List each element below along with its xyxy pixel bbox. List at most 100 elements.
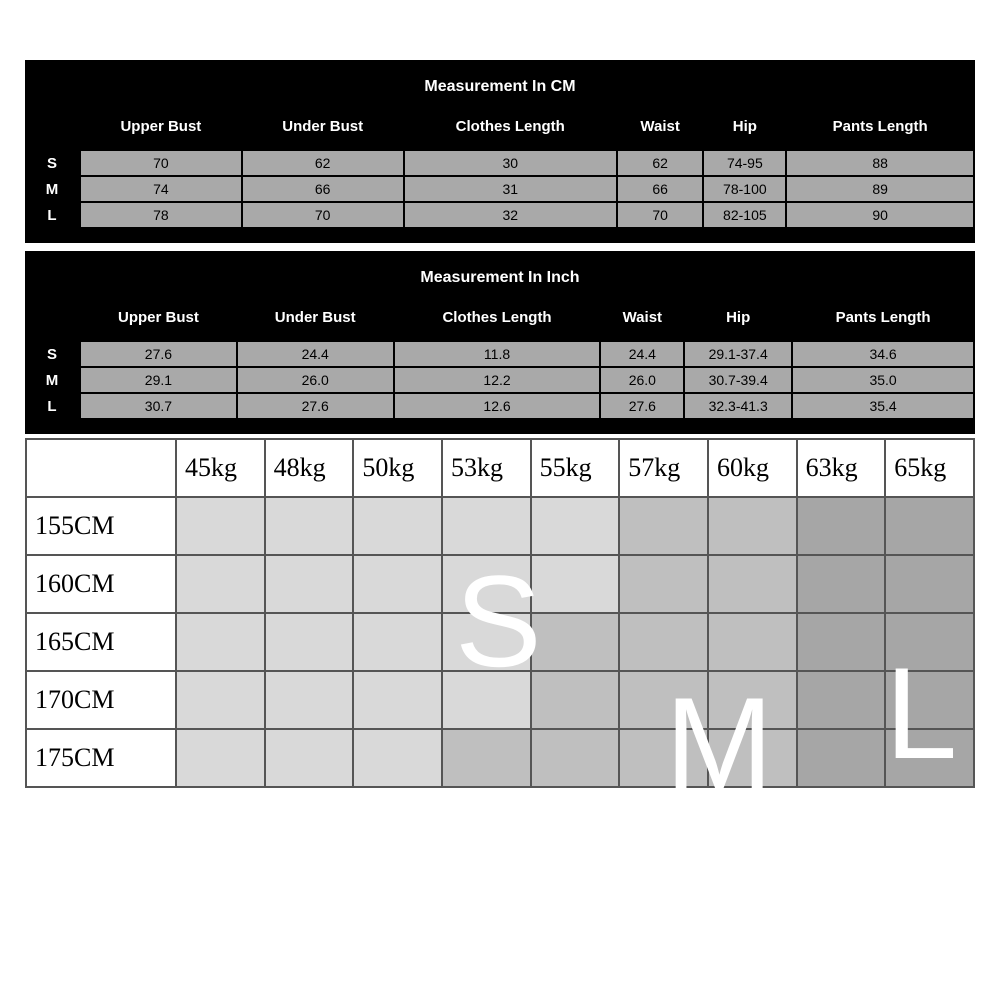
cm-s-2: 30 (404, 150, 617, 176)
grid-cell-1-6 (708, 555, 797, 613)
inch-s-1: 24.4 (237, 341, 394, 367)
cm-panel: Measurement In CM Upper Bust Under Bust … (25, 60, 975, 243)
grid-cell-2-5 (619, 613, 708, 671)
grid-cell-2-7 (797, 613, 886, 671)
grid-corner-blank (26, 439, 176, 497)
inch-size-m: M (25, 367, 80, 393)
grid-cell-2-2 (353, 613, 442, 671)
grid-weight-2: 50kg (353, 439, 442, 497)
grid-cell-0-7 (797, 497, 886, 555)
grid-weight-6: 60kg (708, 439, 797, 497)
grid-cell-0-1 (265, 497, 354, 555)
grid-cell-0-0 (176, 497, 265, 555)
inch-m-2: 12.2 (394, 367, 601, 393)
grid-cell-3-8 (885, 671, 974, 729)
cm-table: Upper Bust Under Bust Clothes Length Wai… (25, 110, 975, 229)
grid-cell-4-8 (885, 729, 974, 787)
grid-weight-5: 57kg (619, 439, 708, 497)
grid-cell-3-6 (708, 671, 797, 729)
cm-header-row: Upper Bust Under Bust Clothes Length Wai… (25, 110, 974, 150)
cm-title: Measurement In CM (25, 60, 975, 110)
grid-header-row: 45kg48kg50kg53kg55kg57kg60kg63kg65kg (26, 439, 974, 497)
inch-l-2: 12.6 (394, 393, 601, 419)
inch-col-5: Pants Length (792, 301, 974, 341)
inch-col-1: Under Bust (237, 301, 394, 341)
inch-row-s: S 27.6 24.4 11.8 24.4 29.1-37.4 34.6 (25, 341, 974, 367)
grid-cell-3-2 (353, 671, 442, 729)
grid-cell-1-1 (265, 555, 354, 613)
grid-cell-0-3 (442, 497, 531, 555)
grid-cell-4-3 (442, 729, 531, 787)
grid-height-0: 155CM (26, 497, 176, 555)
grid-cell-1-7 (797, 555, 886, 613)
cm-row-l: L 78 70 32 70 82-105 90 (25, 202, 974, 228)
grid-cell-0-4 (531, 497, 620, 555)
grid-row-3: 170CM (26, 671, 974, 729)
grid-weight-1: 48kg (265, 439, 354, 497)
grid-height-4: 175CM (26, 729, 176, 787)
grid-weight-7: 63kg (797, 439, 886, 497)
cm-s-4: 74-95 (703, 150, 786, 176)
cm-col-1: Under Bust (242, 110, 404, 150)
inch-m-1: 26.0 (237, 367, 394, 393)
grid-cell-3-0 (176, 671, 265, 729)
cm-m-1: 66 (242, 176, 404, 202)
grid-cell-0-8 (885, 497, 974, 555)
cm-s-3: 62 (617, 150, 703, 176)
cm-l-5: 90 (786, 202, 974, 228)
inch-m-3: 26.0 (600, 367, 684, 393)
cm-l-3: 70 (617, 202, 703, 228)
grid-cell-1-2 (353, 555, 442, 613)
grid-cell-3-1 (265, 671, 354, 729)
grid-cell-2-8 (885, 613, 974, 671)
grid-cell-4-5 (619, 729, 708, 787)
grid-weight-0: 45kg (176, 439, 265, 497)
inch-row-m: M 29.1 26.0 12.2 26.0 30.7-39.4 35.0 (25, 367, 974, 393)
cm-l-0: 78 (80, 202, 242, 228)
cm-col-4: Hip (703, 110, 786, 150)
cm-row-s: S 70 62 30 62 74-95 88 (25, 150, 974, 176)
inch-s-5: 34.6 (792, 341, 974, 367)
grid-cell-1-5 (619, 555, 708, 613)
grid-cell-2-6 (708, 613, 797, 671)
inch-s-2: 11.8 (394, 341, 601, 367)
grid-row-0: 155CM (26, 497, 974, 555)
inch-l-4: 32.3-41.3 (684, 393, 792, 419)
inch-m-0: 29.1 (80, 367, 237, 393)
cm-row-m: M 74 66 31 66 78-100 89 (25, 176, 974, 202)
cm-s-1: 62 (242, 150, 404, 176)
grid-cell-3-7 (797, 671, 886, 729)
grid-height-1: 160CM (26, 555, 176, 613)
inch-col-3: Waist (600, 301, 684, 341)
cm-m-2: 31 (404, 176, 617, 202)
cm-size-m: M (25, 176, 80, 202)
grid-cell-1-0 (176, 555, 265, 613)
grid-cell-1-4 (531, 555, 620, 613)
grid-row-4: 175CM (26, 729, 974, 787)
grid-cell-4-6 (708, 729, 797, 787)
cm-size-col-header (25, 110, 80, 150)
inch-size-s: S (25, 341, 80, 367)
inch-size-l: L (25, 393, 80, 419)
cm-s-0: 70 (80, 150, 242, 176)
grid-row-1: 160CM (26, 555, 974, 613)
cm-l-1: 70 (242, 202, 404, 228)
inch-m-5: 35.0 (792, 367, 974, 393)
grid-cell-1-3 (442, 555, 531, 613)
grid-cell-2-3 (442, 613, 531, 671)
inch-s-0: 27.6 (80, 341, 237, 367)
inch-col-2: Clothes Length (394, 301, 601, 341)
grid-cell-4-0 (176, 729, 265, 787)
grid-cell-4-7 (797, 729, 886, 787)
cm-col-0: Upper Bust (80, 110, 242, 150)
cm-m-5: 89 (786, 176, 974, 202)
grid-cell-0-5 (619, 497, 708, 555)
grid-cell-1-8 (885, 555, 974, 613)
inch-row-l: L 30.7 27.6 12.6 27.6 32.3-41.3 35.4 (25, 393, 974, 419)
grid-cell-0-2 (353, 497, 442, 555)
cm-col-5: Pants Length (786, 110, 974, 150)
grid-cell-3-3 (442, 671, 531, 729)
inch-table: Upper Bust Under Bust Clothes Length Wai… (25, 301, 975, 420)
grid-cell-3-5 (619, 671, 708, 729)
grid-height-2: 165CM (26, 613, 176, 671)
